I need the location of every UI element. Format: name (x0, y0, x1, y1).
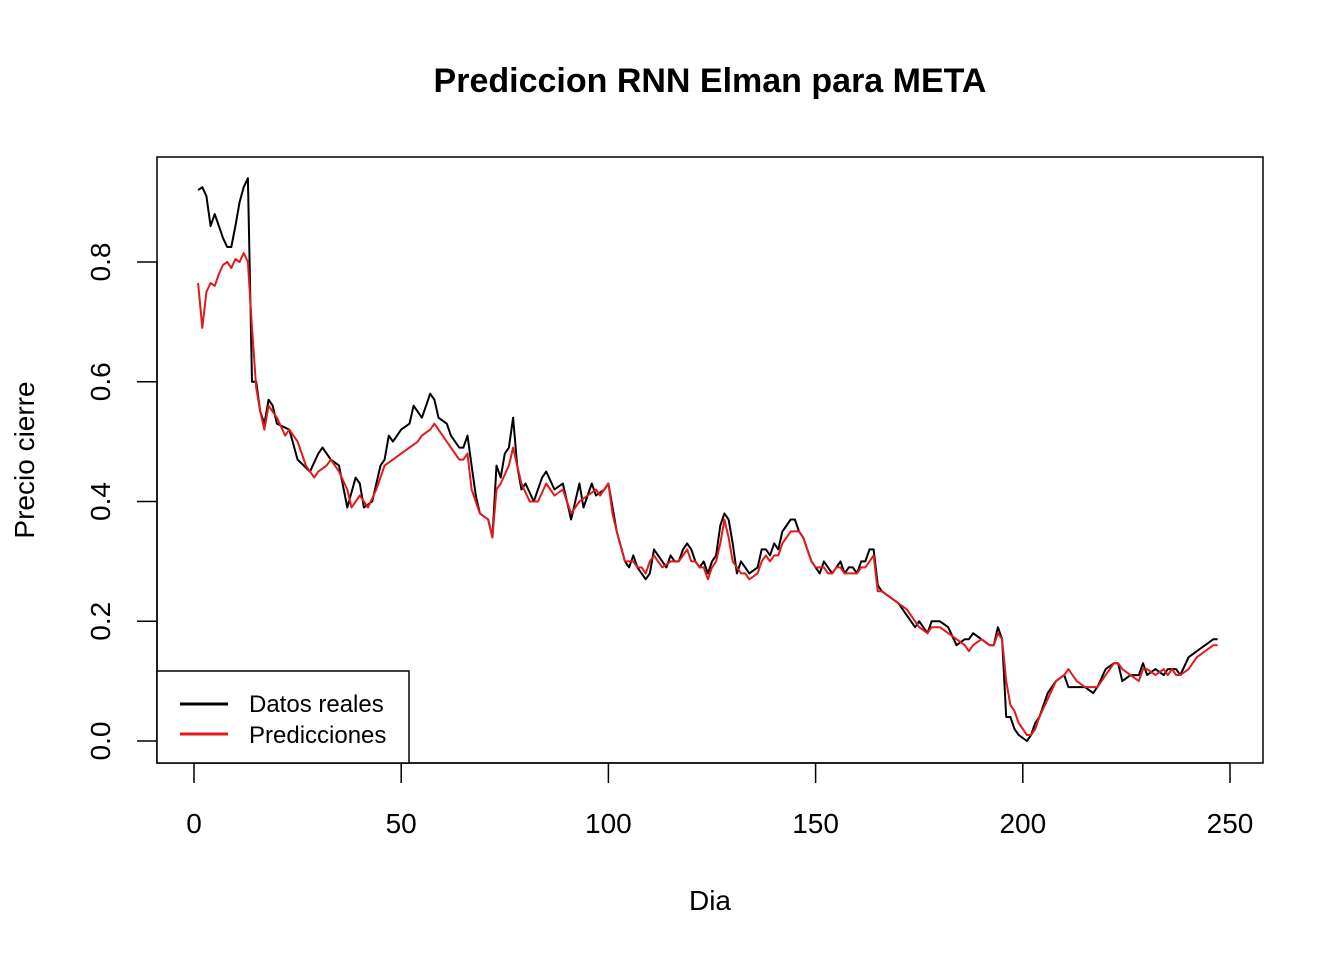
legend-label-datos-reales: Datos reales (249, 691, 384, 718)
y-tick-label: 0.0 (85, 722, 116, 761)
x-tick-label: 100 (585, 808, 632, 839)
y-axis: 0.0 0.2 0.4 0.6 0.8 (85, 243, 158, 761)
x-tick-label: 250 (1207, 808, 1254, 839)
x-tick-label: 200 (999, 808, 1046, 839)
series-line-datos-reales (197, 177, 1218, 742)
y-tick-label: 0.8 (85, 243, 116, 282)
legend-label-predicciones: Predicciones (249, 722, 386, 749)
x-tick-label: 0 (186, 808, 202, 839)
series-line-predicciones (197, 252, 1218, 736)
legend-box (156, 670, 410, 764)
y-tick-label: 0.6 (85, 362, 116, 401)
x-axis-label: Dia (689, 885, 731, 916)
y-tick-label: 0.2 (85, 602, 116, 641)
x-axis: 0 50 100 150 200 250 (186, 762, 1254, 839)
y-axis-label: Precio cierre (9, 381, 40, 538)
series-layer (197, 177, 1218, 742)
y-tick-label: 0.4 (85, 482, 116, 521)
x-tick-label: 50 (386, 808, 417, 839)
legend: Datos reales Predicciones (156, 670, 410, 764)
x-tick-label: 150 (792, 808, 839, 839)
chart-title: Prediccion RNN Elman para META (434, 62, 987, 100)
